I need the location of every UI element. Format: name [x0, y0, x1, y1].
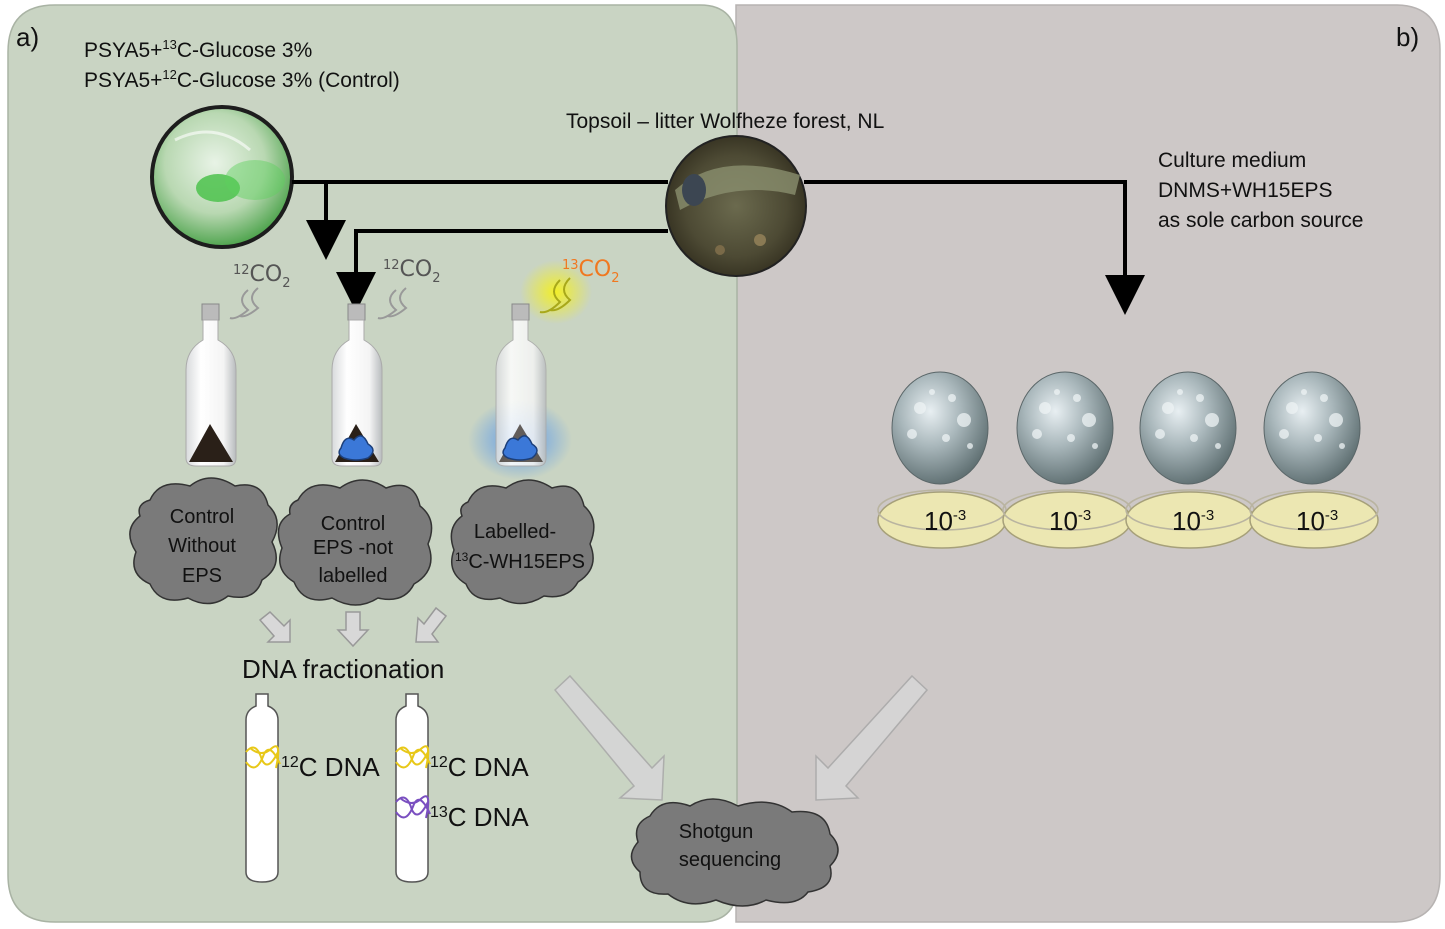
svg-text:EPS -not: EPS -not	[313, 537, 393, 559]
dilution-label: 10-3	[1049, 506, 1091, 536]
culture-line-2: DNMS+WH15EPS	[1158, 179, 1332, 202]
cloud-control-no-eps: Control Without EPS	[129, 477, 278, 605]
dilution-plate: 10-3	[1002, 371, 1132, 549]
svg-text:13C DNA: 13C DNA	[430, 802, 529, 832]
plate-group: 10-3 10-3 10-3 10-3	[877, 371, 1379, 549]
svg-text:EPS: EPS	[182, 565, 222, 587]
svg-text:Labelled-: Labelled-	[474, 521, 556, 543]
bottle-control-eps-unlabelled	[331, 303, 383, 467]
svg-text:Control: Control	[170, 506, 234, 528]
dilution-plate: 10-3	[877, 371, 1007, 549]
fractionation-arrows	[258, 606, 448, 648]
svg-text:12CO2: 12CO2	[383, 257, 441, 286]
panel-a-label: a)	[16, 22, 39, 52]
co2-label-bottle-3: 13CO2	[520, 257, 620, 324]
cloud-shotgun-sequencing: Shotgun sequencing	[630, 798, 839, 907]
substrate-line-1: PSYA5+13C-Glucose 3%	[84, 37, 312, 62]
culture-line-3: as sole carbon source	[1158, 209, 1363, 232]
sequencing-arrows	[553, 674, 929, 801]
svg-text:labelled: labelled	[319, 565, 388, 587]
svg-text:12C DNA: 12C DNA	[281, 752, 380, 782]
svg-text:Control: Control	[321, 513, 385, 535]
svg-text:12CO2: 12CO2	[233, 262, 291, 291]
connector-arrows	[292, 180, 1145, 315]
petri-dish-image	[150, 105, 294, 249]
substrate-line-2: PSYA5+12C-Glucose 3% (Control)	[84, 67, 400, 92]
dilution-label: 10-3	[1296, 506, 1338, 536]
dna-band-13c-bottom	[395, 795, 431, 819]
dna-band-12c	[245, 745, 281, 769]
svg-text:13C-WH15EPS: 13C-WH15EPS	[455, 550, 585, 573]
tube-control: 12C DNA	[245, 693, 380, 883]
cloud-control-eps-unlabelled: Control EPS -not labelled	[277, 479, 433, 606]
soil-label: Topsoil – litter Wolfheze forest, NL	[566, 110, 884, 133]
soil-sample-image	[665, 135, 807, 277]
svg-text:Without: Without	[168, 535, 236, 557]
dna-fractionation-title: DNA fractionation	[242, 654, 444, 684]
dilution-plate: 10-3	[1125, 371, 1255, 549]
dilution-plate: 10-3	[1249, 371, 1379, 549]
svg-text:12C DNA: 12C DNA	[430, 752, 529, 782]
svg-text:13CO2: 13CO2	[562, 257, 620, 286]
svg-text:sequencing: sequencing	[679, 849, 781, 871]
culture-line-1: Culture medium	[1158, 149, 1306, 172]
cloud-labelled-eps: Labelled- 13C-WH15EPS	[450, 479, 595, 605]
tube-labelled: 12C DNA 13C DNA	[395, 693, 529, 883]
dna-band-12c-top	[395, 745, 431, 769]
co2-label-bottle-2: 12CO2	[377, 257, 441, 320]
dilution-label: 10-3	[924, 506, 966, 536]
co2-label-bottle-1: 12CO2	[229, 262, 291, 320]
svg-text:Shotgun: Shotgun	[679, 821, 754, 843]
panel-b-label: b)	[1396, 22, 1419, 52]
bottle-labelled-eps	[468, 303, 572, 480]
bottle-control-no-eps	[185, 303, 237, 467]
dilution-label: 10-3	[1172, 506, 1214, 536]
